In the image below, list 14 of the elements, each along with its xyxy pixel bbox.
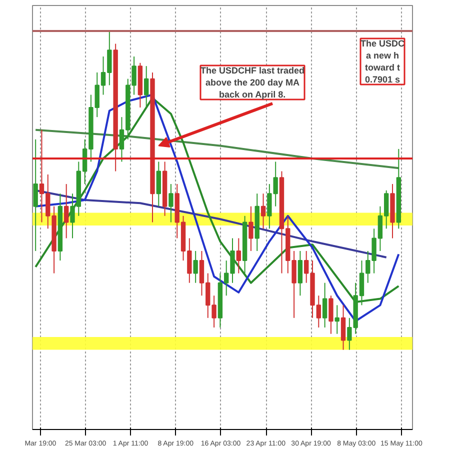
candlestick: [33, 138, 38, 252]
candlestick: [260, 193, 266, 230]
candlestick: [334, 304, 340, 334]
candlestick: [248, 206, 254, 252]
candlestick: [328, 295, 334, 334]
candlestick: [236, 238, 241, 274]
candlestick: [168, 184, 174, 223]
candlestick: [193, 250, 198, 284]
candlestick: [64, 184, 69, 239]
candlestick: [156, 161, 161, 207]
candlestick: [340, 304, 346, 350]
candlestick: [298, 250, 303, 296]
candlestick: [322, 282, 328, 328]
candlestick: [144, 66, 149, 108]
